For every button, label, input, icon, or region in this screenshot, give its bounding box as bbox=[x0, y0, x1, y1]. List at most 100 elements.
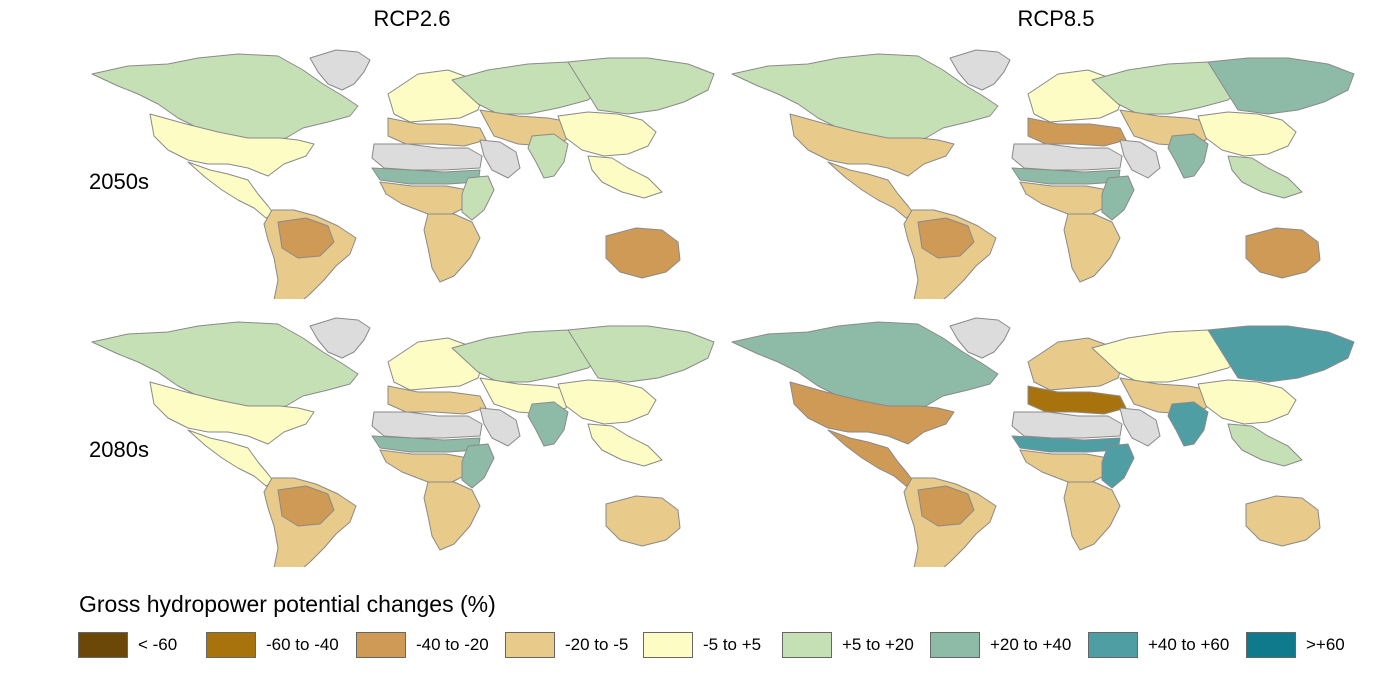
world-map-svg bbox=[91, 49, 715, 299]
region-middleeast bbox=[1119, 407, 1161, 447]
legend-item: -20 to -5 bbox=[505, 631, 628, 659]
region-china bbox=[1197, 379, 1297, 425]
legend-label: -5 to +5 bbox=[703, 635, 762, 654]
region-sahara bbox=[371, 411, 483, 439]
legend-swatch bbox=[206, 632, 256, 658]
region-northamerica bbox=[731, 53, 999, 143]
region-middleeast bbox=[1119, 139, 1161, 179]
map-rcp26-2080s bbox=[88, 312, 716, 567]
legend-swatch bbox=[78, 632, 128, 658]
region-seasia bbox=[587, 423, 663, 467]
region-mediterranean bbox=[387, 117, 487, 147]
legend-item: -40 to -20 bbox=[356, 631, 489, 659]
row-label-2050s: 2050s bbox=[89, 169, 149, 194]
region-sahel bbox=[1011, 435, 1121, 453]
legend-item: < -60 bbox=[78, 631, 177, 659]
region-australia bbox=[605, 227, 681, 279]
legend-item: -60 to -40 bbox=[206, 631, 339, 659]
region-westafrica bbox=[379, 181, 469, 215]
region-westafrica bbox=[1019, 449, 1109, 483]
region-amazon bbox=[917, 217, 975, 259]
region-greenland bbox=[309, 317, 371, 359]
region-siberia bbox=[567, 57, 715, 115]
legend-item: +20 to +40 bbox=[930, 631, 1071, 659]
region-southernafrica bbox=[423, 481, 481, 551]
region-usa bbox=[149, 381, 315, 445]
map-rcp85-2080s bbox=[728, 312, 1356, 567]
region-amazon bbox=[277, 217, 335, 259]
legend-label: -60 to -40 bbox=[266, 635, 339, 654]
legend-label: -40 to -20 bbox=[416, 635, 489, 654]
region-india bbox=[1167, 133, 1209, 179]
legend-label: -20 to -5 bbox=[565, 635, 629, 654]
region-southernafrica bbox=[1063, 481, 1121, 551]
region-australia bbox=[605, 495, 681, 547]
region-siberia bbox=[1207, 325, 1355, 383]
row-label-2080s: 2080s bbox=[89, 437, 149, 462]
legend-item: +5 to +20 bbox=[782, 631, 914, 659]
region-seasia bbox=[1227, 155, 1303, 199]
map-rcp26-2050s bbox=[88, 44, 716, 299]
region-mediterranean bbox=[1027, 385, 1127, 415]
legend-label: +5 to +20 bbox=[842, 635, 914, 654]
region-northamerica bbox=[91, 53, 359, 143]
region-sahel bbox=[1011, 167, 1121, 185]
region-eastafrica bbox=[461, 175, 495, 221]
legend-swatch bbox=[782, 632, 832, 658]
region-middleeast bbox=[479, 407, 521, 447]
legend-label: +40 to +60 bbox=[1148, 635, 1230, 654]
region-sahel bbox=[371, 167, 481, 185]
region-amazon bbox=[277, 485, 335, 527]
world-map-svg bbox=[731, 317, 1355, 567]
legend-title: Gross hydropower potential changes (%) bbox=[79, 591, 496, 617]
column-title-rcp85: RCP8.5 bbox=[1017, 6, 1095, 31]
legend-label: >+60 bbox=[1306, 635, 1345, 654]
legend-label: < -60 bbox=[138, 635, 178, 654]
region-sahara bbox=[1011, 143, 1123, 171]
map-rcp85-2050s bbox=[728, 44, 1356, 299]
region-india bbox=[527, 133, 569, 179]
region-northamerica bbox=[91, 321, 359, 411]
region-southernafrica bbox=[423, 213, 481, 283]
region-westafrica bbox=[379, 449, 469, 483]
legend: < -60 -60 to -40 -40 to -20 -20 to -5 -5… bbox=[78, 631, 1368, 661]
region-greenland bbox=[309, 49, 371, 91]
region-eastafrica bbox=[1101, 175, 1135, 221]
region-india bbox=[1167, 401, 1209, 447]
region-eastafrica bbox=[1101, 443, 1135, 489]
legend-swatch bbox=[505, 632, 555, 658]
legend-swatch bbox=[643, 632, 693, 658]
region-seasia bbox=[1227, 423, 1303, 467]
region-middleeast bbox=[479, 139, 521, 179]
legend-swatch bbox=[930, 632, 980, 658]
region-usa bbox=[789, 113, 955, 177]
region-siberia bbox=[567, 325, 715, 383]
region-sahel bbox=[371, 435, 481, 453]
region-china bbox=[557, 111, 657, 157]
region-australia bbox=[1245, 227, 1321, 279]
region-southernafrica bbox=[1063, 213, 1121, 283]
legend-item: -5 to +5 bbox=[643, 631, 761, 659]
region-sahara bbox=[1011, 411, 1123, 439]
legend-label: +20 to +40 bbox=[990, 635, 1072, 654]
region-seasia bbox=[587, 155, 663, 199]
legend-swatch bbox=[356, 632, 406, 658]
region-australia bbox=[1245, 495, 1321, 547]
region-mediterranean bbox=[387, 385, 487, 415]
world-map-svg bbox=[731, 49, 1355, 299]
region-sahara bbox=[371, 143, 483, 171]
region-india bbox=[527, 401, 569, 447]
region-northamerica bbox=[731, 321, 999, 411]
region-usa bbox=[789, 381, 955, 445]
region-china bbox=[557, 379, 657, 425]
region-eastafrica bbox=[461, 443, 495, 489]
legend-item: >+60 bbox=[1246, 631, 1345, 659]
region-mediterranean bbox=[1027, 117, 1127, 147]
region-china bbox=[1197, 111, 1297, 157]
region-amazon bbox=[917, 485, 975, 527]
world-map-svg bbox=[91, 317, 715, 567]
column-title-rcp26: RCP2.6 bbox=[373, 6, 451, 31]
region-greenland bbox=[949, 317, 1011, 359]
legend-swatch bbox=[1246, 632, 1296, 658]
region-greenland bbox=[949, 49, 1011, 91]
